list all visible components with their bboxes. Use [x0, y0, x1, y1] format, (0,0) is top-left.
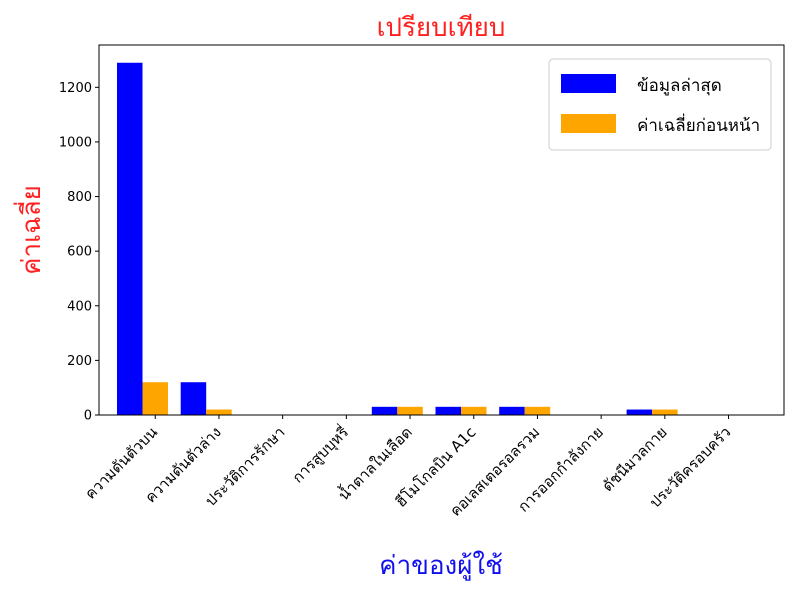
- x-axis-label: ค่าของผู้ใช้: [379, 551, 503, 581]
- bar-latest: [499, 406, 525, 415]
- y-tick-label: 600: [67, 245, 92, 260]
- x-tick-label: การสูบบุหรี่: [287, 422, 353, 488]
- y-tick-label: 400: [67, 299, 92, 314]
- bar-latest: [626, 409, 653, 415]
- plot-frame: [98, 44, 785, 416]
- legend: ข้อมูลล่าสุดค่าเฉลี่ยก่อนหน้า: [548, 58, 772, 151]
- legend-box: [548, 58, 772, 151]
- y-tick-label: 1200: [59, 81, 92, 96]
- legend-swatch: [561, 114, 616, 133]
- bar-previous-average: [461, 406, 487, 415]
- chart-title: เปรียบเทียบ: [377, 13, 506, 43]
- y-tick-label: 0: [84, 409, 92, 424]
- x-axis: ความดันตัวบนความดันตัวล่างประวัติการรักษ…: [81, 415, 734, 520]
- bar-previous-average: [397, 406, 423, 415]
- bar-latest: [117, 62, 143, 415]
- bar-latest: [371, 406, 398, 415]
- y-axis-label: ค่าเฉลี่ย: [13, 185, 47, 275]
- bar-previous-average: [652, 409, 678, 415]
- bars-group: [117, 62, 678, 415]
- bar-previous-average: [142, 382, 168, 415]
- legend-label: ข้อมูลล่าสุด: [637, 76, 722, 96]
- legend-label: ค่าเฉลี่ยก่อนหน้า: [637, 113, 760, 136]
- bar-previous-average: [524, 406, 551, 415]
- y-tick-label: 200: [67, 354, 92, 369]
- bar-latest: [180, 382, 207, 415]
- y-tick-label: 800: [67, 190, 92, 205]
- y-tick-label: 1000: [59, 135, 92, 150]
- legend-swatch: [561, 74, 616, 93]
- y-axis: 0 200 400 600 800 1000 1200: [59, 81, 99, 424]
- bar-latest: [435, 406, 461, 415]
- bar-previous-average: [206, 409, 232, 415]
